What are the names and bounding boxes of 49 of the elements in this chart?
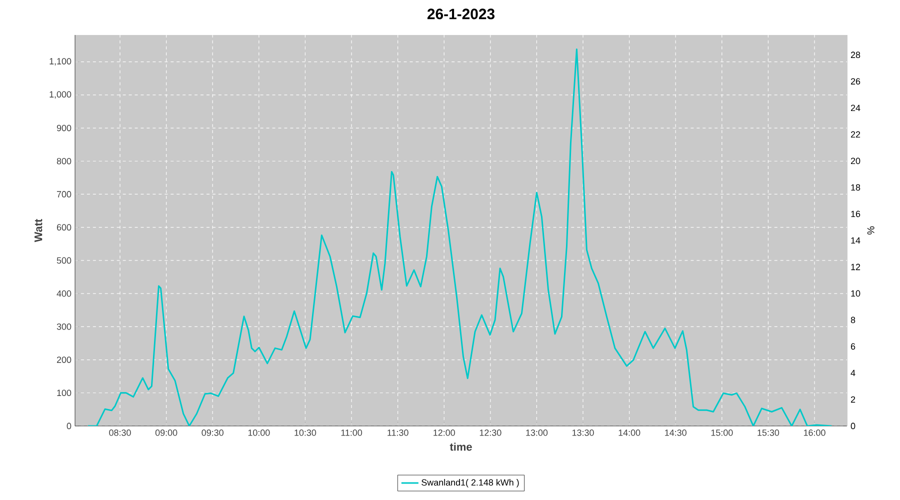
x-tick-label: 16:00 [804, 430, 826, 436]
x-tick-label: 11:30 [388, 430, 408, 436]
y-tick-label: 100 [57, 390, 72, 396]
x-tick-label: 15:30 [758, 430, 780, 436]
y2-axis-title: % [867, 226, 874, 235]
y2-tick-label: 12 [851, 264, 860, 270]
y2-tick-label: 20 [850, 158, 860, 164]
y-tick-label: 700 [56, 191, 72, 198]
y-tick-label: 300 [56, 323, 72, 330]
y2-tick-label: 26 [850, 78, 860, 85]
y-tick-label: 200 [56, 356, 72, 363]
y-tick-label: 400 [56, 290, 72, 297]
x-tick-label: 14:00 [618, 430, 640, 436]
x-tick-label: 11:00 [341, 430, 362, 436]
y2-tick-label: 16 [851, 210, 860, 218]
y2-tick-label: 24 [850, 104, 860, 112]
y2-tick-label: 8 [850, 316, 856, 324]
y2-tick-label: 22 [850, 131, 860, 138]
x-tick-label: 09:00 [155, 430, 178, 436]
chart-title: 26-1-2023 [427, 8, 495, 20]
y2-tick-label: 28 [850, 52, 860, 58]
y2-tick-label: 6 [850, 343, 856, 350]
y-tick-label: 600 [56, 224, 72, 231]
legend-label: Swanland1( 2.148 kWh ) [422, 479, 519, 488]
x-axis-title: time [450, 442, 472, 451]
x-tick-label: 15:00 [711, 430, 733, 436]
x-tick-label: 10:30 [294, 430, 316, 436]
x-tick-label: 13:00 [526, 430, 548, 436]
y2-tick-label: 18 [851, 184, 860, 191]
y-tick-label: 900 [56, 124, 72, 132]
y-tick-label: 1,000 [50, 91, 72, 99]
y2-tick-label: 0 [850, 422, 856, 430]
x-tick-label: 13:30 [572, 430, 594, 436]
y-tick-label: 0 [66, 422, 72, 430]
x-tick-label: 08:30 [109, 430, 131, 436]
x-tick-label: 09:30 [202, 430, 224, 436]
y-axis-title: Watt [34, 218, 42, 242]
y2-tick-label: 10 [851, 290, 860, 297]
x-tick-label: 14:30 [665, 430, 686, 436]
x-tick-label: 12:30 [480, 430, 502, 436]
line-series [87, 48, 832, 426]
y2-tick-label: 14 [851, 237, 860, 244]
y-tick-label: 500 [56, 257, 72, 264]
x-tick-label: 10:00 [248, 430, 270, 436]
x-tick-label: 12:00 [434, 430, 455, 436]
y-tick-label: 800 [56, 158, 72, 164]
y2-tick-label: 2 [850, 396, 856, 403]
y2-tick-label: 4 [850, 370, 856, 376]
y-tick-label: 1,100 [50, 58, 72, 66]
